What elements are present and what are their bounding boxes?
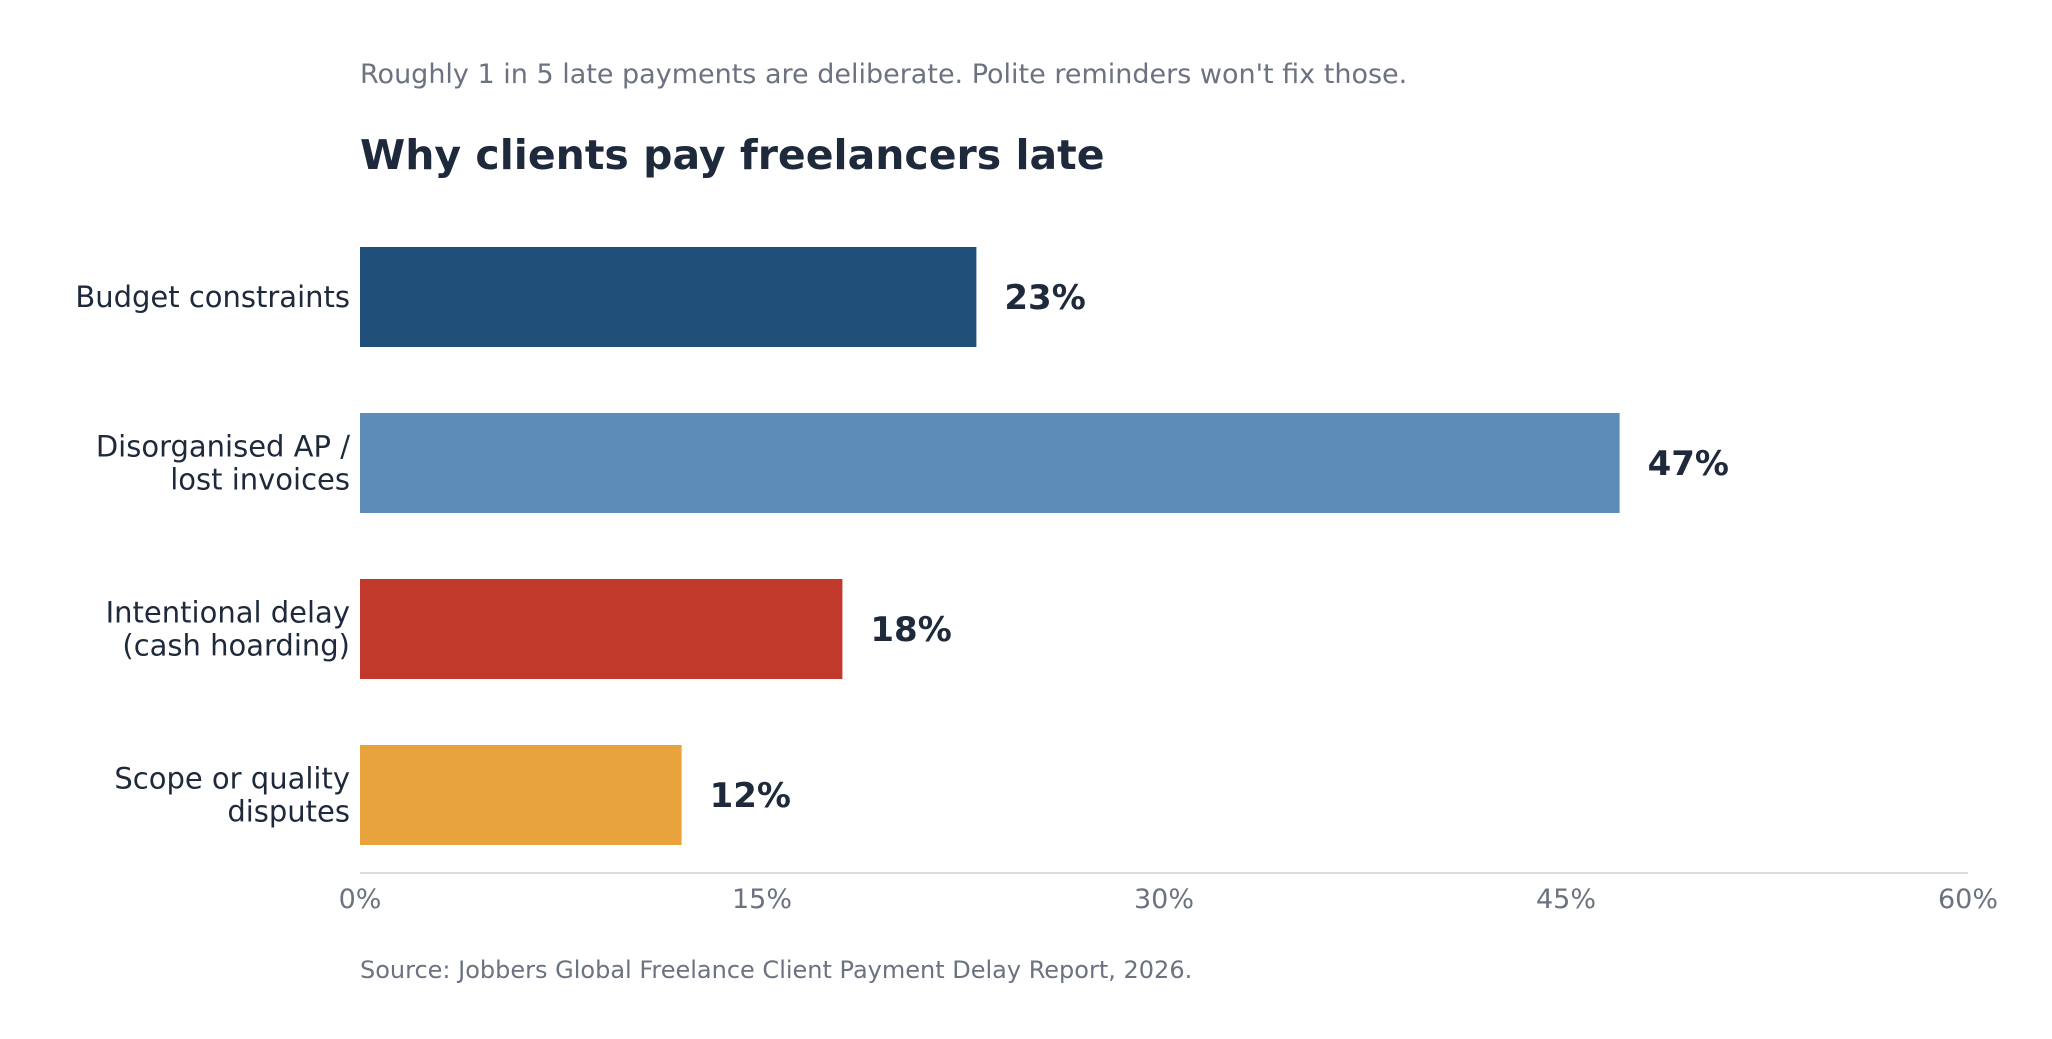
x-tick-label-3: 45% [1536,884,1596,915]
chart-subtitle: Roughly 1 in 5 late payments are deliber… [360,59,1407,90]
x-axis-ticks: 0% 15% 30% 45% 60% [339,884,1998,915]
chart-title: Why clients pay freelancers late [360,131,1105,179]
bar-value-label-2: 18% [870,610,951,650]
category-label-0: Budget constraints [75,280,350,314]
source-note: Source: Jobbers Global Freelance Client … [360,956,1192,984]
bar-value-label-3: 12% [710,776,791,816]
category-label-line: Disorganised AP / [96,430,350,464]
bar-1 [360,413,1620,513]
x-tick-label-4: 60% [1938,884,1998,915]
bar-value-label-0: 23% [1004,278,1085,318]
bars-layer: 23% Budget constraints 47% Disorganised AP … [75,247,1729,845]
category-label-line: Scope or quality [114,762,350,796]
category-label-line: (cash hoarding) [122,629,350,663]
x-tick-label-2: 30% [1134,884,1194,915]
category-label-line: disputes [227,795,350,829]
x-tick-label-1: 15% [732,884,792,915]
bar-value-label-1: 47% [1648,444,1729,484]
bar-3 [360,745,682,845]
category-label-line: Intentional delay [106,596,350,630]
category-label-1: Disorganised AP / lost invoices [96,430,350,497]
bar-0 [360,247,977,347]
category-label-line: Budget constraints [75,280,350,314]
bar-2 [360,579,843,679]
category-label-3: Scope or quality disputes [114,762,350,829]
category-label-line: lost invoices [170,463,350,497]
category-label-2: Intentional delay (cash hoarding) [106,596,350,663]
x-tick-label-0: 0% [339,884,382,915]
